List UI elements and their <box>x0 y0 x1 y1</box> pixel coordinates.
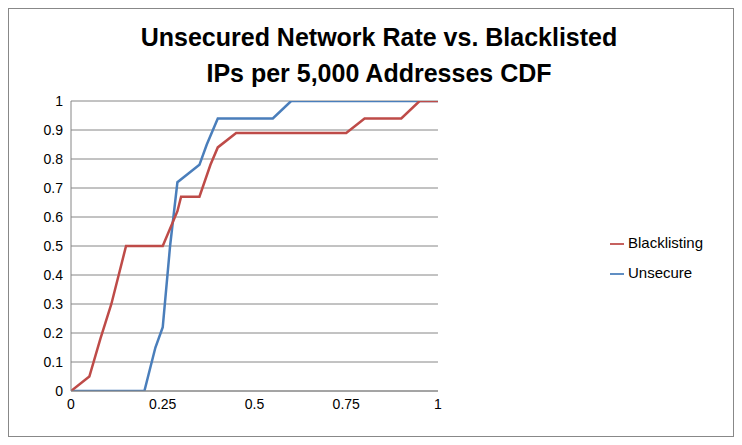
svg-text:0.5: 0.5 <box>245 396 265 412</box>
svg-text:0.25: 0.25 <box>149 396 176 412</box>
svg-text:0.1: 0.1 <box>44 354 64 370</box>
svg-text:0: 0 <box>55 383 63 399</box>
svg-text:0.2: 0.2 <box>44 325 64 341</box>
html-text:Blacklisting: Blacklisting <box>628 233 703 251</box>
svg-text:0.9: 0.9 <box>44 122 64 138</box>
html-text:Unsecure: Unsecure <box>628 263 693 281</box>
svg-text:0.5: 0.5 <box>44 238 64 254</box>
svg-text:0.75: 0.75 <box>333 396 360 412</box>
svg-text:0: 0 <box>67 396 75 412</box>
svg-text:0.8: 0.8 <box>44 151 64 167</box>
svg-text:0.6: 0.6 <box>44 209 64 225</box>
svg-text:1: 1 <box>434 396 442 412</box>
svg-text:0.3: 0.3 <box>44 296 64 312</box>
svg-text:1: 1 <box>55 93 63 109</box>
svg-text:0.7: 0.7 <box>44 180 64 196</box>
svg-text:0.4: 0.4 <box>44 267 64 283</box>
html-text:Unsecured Network Rate vs. Bla: Unsecured Network Rate vs. Blacklisted I… <box>140 23 618 87</box>
